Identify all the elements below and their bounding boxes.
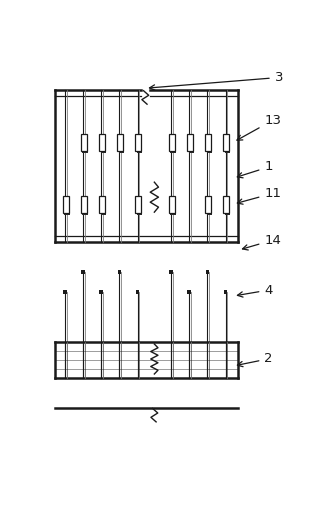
Text: 13: 13: [237, 114, 281, 140]
Bar: [119, 136, 124, 153]
Text: 14: 14: [242, 234, 281, 250]
Bar: [101, 198, 106, 214]
Bar: [82, 136, 88, 153]
Bar: [224, 290, 227, 294]
Bar: [170, 136, 176, 153]
Bar: [207, 198, 212, 214]
Bar: [206, 270, 209, 274]
Bar: [205, 196, 211, 213]
Bar: [223, 196, 229, 213]
Bar: [63, 196, 69, 213]
Bar: [169, 134, 175, 151]
Bar: [99, 196, 105, 213]
Bar: [169, 270, 173, 274]
Bar: [117, 134, 123, 151]
Bar: [99, 134, 105, 151]
Bar: [223, 134, 229, 151]
Bar: [205, 134, 211, 151]
Bar: [81, 196, 87, 213]
Bar: [169, 196, 175, 213]
Bar: [101, 136, 106, 153]
Bar: [82, 198, 88, 214]
Bar: [170, 198, 176, 214]
Text: 1: 1: [237, 160, 273, 178]
Bar: [136, 290, 139, 294]
Bar: [188, 136, 194, 153]
Text: 4: 4: [237, 283, 273, 297]
Bar: [100, 290, 103, 294]
Bar: [137, 198, 142, 214]
Bar: [225, 198, 230, 214]
Bar: [81, 270, 85, 274]
Bar: [187, 134, 193, 151]
Bar: [63, 290, 67, 294]
Bar: [137, 136, 142, 153]
Bar: [118, 270, 121, 274]
Bar: [81, 134, 87, 151]
Bar: [64, 198, 70, 214]
Bar: [136, 134, 141, 151]
Bar: [207, 136, 212, 153]
Bar: [136, 196, 141, 213]
Bar: [225, 136, 230, 153]
Text: 2: 2: [237, 352, 273, 367]
Text: 3: 3: [149, 71, 283, 90]
Text: 11: 11: [237, 187, 281, 204]
Bar: [187, 290, 191, 294]
